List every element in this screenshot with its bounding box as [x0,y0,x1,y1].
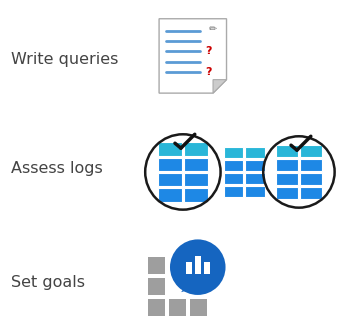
Bar [245,160,265,171]
Bar [300,159,322,171]
Polygon shape [159,19,226,93]
Bar [184,158,208,171]
Bar [223,173,243,184]
Bar [158,142,182,156]
Bar [223,160,243,171]
Bar [158,173,182,186]
Text: Set goals: Set goals [11,276,86,290]
Text: ?: ? [206,67,212,77]
Bar [190,299,207,316]
Bar [203,262,210,274]
Bar [158,158,182,171]
Bar [148,257,165,274]
Bar [184,188,208,202]
Bar [300,187,322,199]
Bar [184,142,208,156]
Bar [195,256,201,274]
Polygon shape [181,281,200,292]
Bar [223,147,243,158]
Text: Write queries: Write queries [11,52,119,67]
Bar [276,187,298,199]
Bar [148,299,165,316]
Text: Assess logs: Assess logs [11,161,103,175]
Text: ?: ? [206,46,212,56]
Bar [184,173,208,186]
Polygon shape [213,80,226,93]
Bar [276,159,298,171]
Bar [245,186,265,197]
Bar [245,173,265,184]
Bar [245,147,265,158]
Bar [300,145,322,157]
Circle shape [170,240,225,295]
Bar [223,186,243,197]
Bar [148,278,165,295]
Bar [300,173,322,185]
Bar [158,188,182,202]
Bar [276,145,298,157]
Bar [186,262,192,274]
Bar [169,299,186,316]
Bar [276,173,298,185]
Text: ✏: ✏ [209,24,217,34]
